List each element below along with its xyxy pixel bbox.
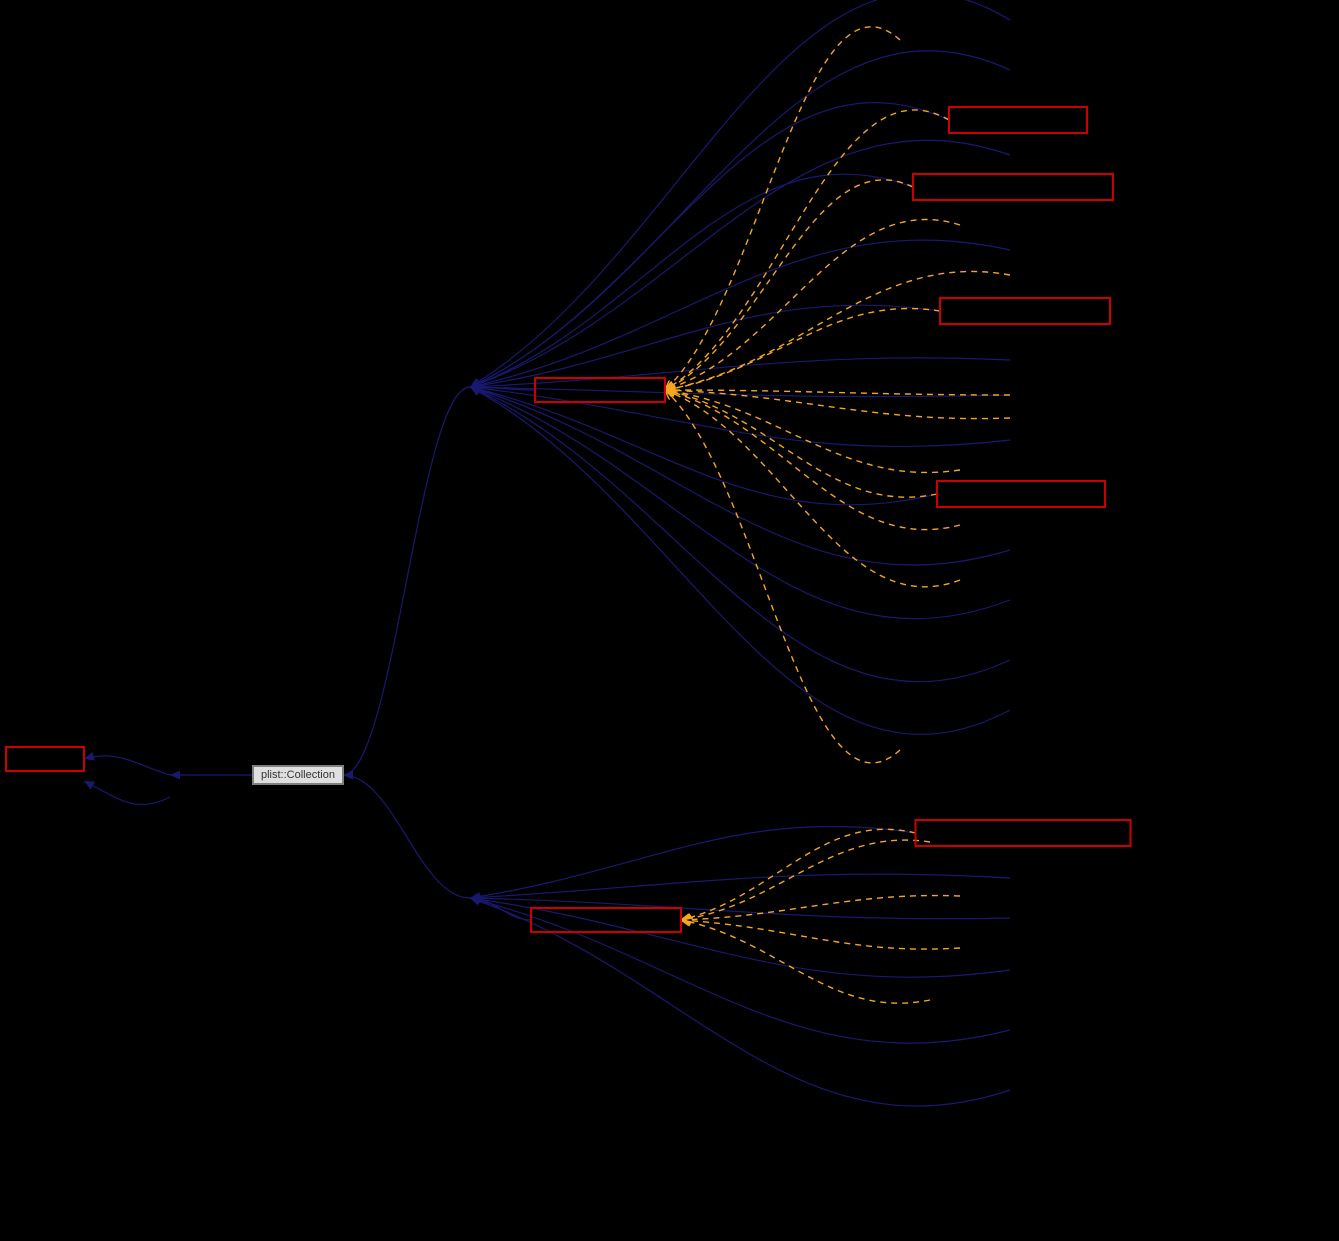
edge (665, 219, 960, 390)
node-r_a[interactable] (949, 107, 1087, 133)
edge (470, 826, 916, 898)
edge (470, 358, 1010, 387)
edge (665, 27, 900, 390)
edge (470, 387, 1010, 682)
edge (470, 874, 1010, 898)
nodes-layer: plist::Collection (6, 107, 1131, 932)
edge (665, 390, 960, 472)
node-r_b[interactable] (913, 174, 1113, 200)
edge (470, 103, 949, 387)
edge (470, 387, 1010, 734)
edge (343, 775, 470, 898)
node-r_c[interactable] (940, 298, 1110, 324)
edge (470, 140, 1010, 387)
edge (665, 308, 940, 390)
edge (470, 305, 940, 387)
edge (665, 390, 960, 587)
edge (470, 898, 1010, 1106)
edge (665, 271, 1010, 390)
node-r_d[interactable] (937, 481, 1105, 507)
edge (84, 781, 170, 805)
edge (681, 920, 930, 1003)
edge (665, 110, 949, 390)
edges-layer (84, 0, 1010, 1106)
node-r_e[interactable] (916, 820, 1131, 846)
node-collection[interactable]: plist::Collection (253, 766, 343, 784)
edge (470, 387, 1010, 397)
edge (470, 898, 1010, 1043)
edge (470, 387, 1010, 619)
edge (470, 387, 1010, 565)
edge (470, 174, 913, 387)
edge (665, 390, 960, 530)
edge (84, 756, 170, 775)
node-label: plist::Collection (261, 769, 335, 781)
node-array_of[interactable] (531, 908, 681, 932)
edge (470, 0, 1010, 387)
node-leaf[interactable] (6, 747, 84, 771)
edge (681, 920, 960, 949)
edge (343, 387, 470, 775)
inheritance-diagram: plist::Collection (0, 0, 1339, 1241)
edge (470, 898, 1010, 977)
